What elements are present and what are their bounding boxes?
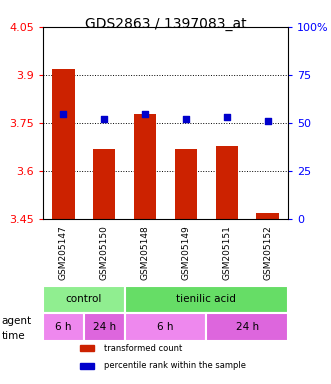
Bar <box>134 114 156 220</box>
Bar <box>215 146 238 220</box>
Text: tienilic acid: tienilic acid <box>176 294 236 304</box>
Text: GSM205148: GSM205148 <box>141 225 150 280</box>
Bar <box>175 149 197 220</box>
Text: transformed count: transformed count <box>104 344 182 353</box>
FancyBboxPatch shape <box>125 286 288 313</box>
Point <box>224 114 229 121</box>
Text: 6 h: 6 h <box>157 322 174 332</box>
Text: 24 h: 24 h <box>93 322 116 332</box>
Text: GSM205149: GSM205149 <box>181 225 190 280</box>
Text: GSM205151: GSM205151 <box>222 225 231 280</box>
Point <box>265 118 270 124</box>
FancyBboxPatch shape <box>206 313 288 341</box>
Text: percentile rank within the sample: percentile rank within the sample <box>104 361 246 371</box>
Text: time: time <box>2 331 25 341</box>
FancyBboxPatch shape <box>125 313 206 341</box>
Text: control: control <box>66 294 102 304</box>
Bar <box>256 213 279 220</box>
FancyBboxPatch shape <box>43 286 125 313</box>
Point <box>183 116 189 122</box>
Text: GSM205147: GSM205147 <box>59 225 68 280</box>
Text: agent: agent <box>2 316 32 326</box>
Point <box>61 111 66 117</box>
Bar <box>93 149 116 220</box>
Text: GDS2863 / 1397083_at: GDS2863 / 1397083_at <box>85 17 246 31</box>
Point <box>142 111 148 117</box>
Bar <box>80 363 94 369</box>
Text: 24 h: 24 h <box>236 322 259 332</box>
FancyBboxPatch shape <box>84 313 125 341</box>
Text: 6 h: 6 h <box>55 322 72 332</box>
Text: GSM205150: GSM205150 <box>100 225 109 280</box>
Text: GSM205152: GSM205152 <box>263 225 272 280</box>
Bar <box>52 69 75 220</box>
Bar <box>80 345 94 351</box>
Point <box>102 116 107 122</box>
FancyBboxPatch shape <box>43 313 84 341</box>
